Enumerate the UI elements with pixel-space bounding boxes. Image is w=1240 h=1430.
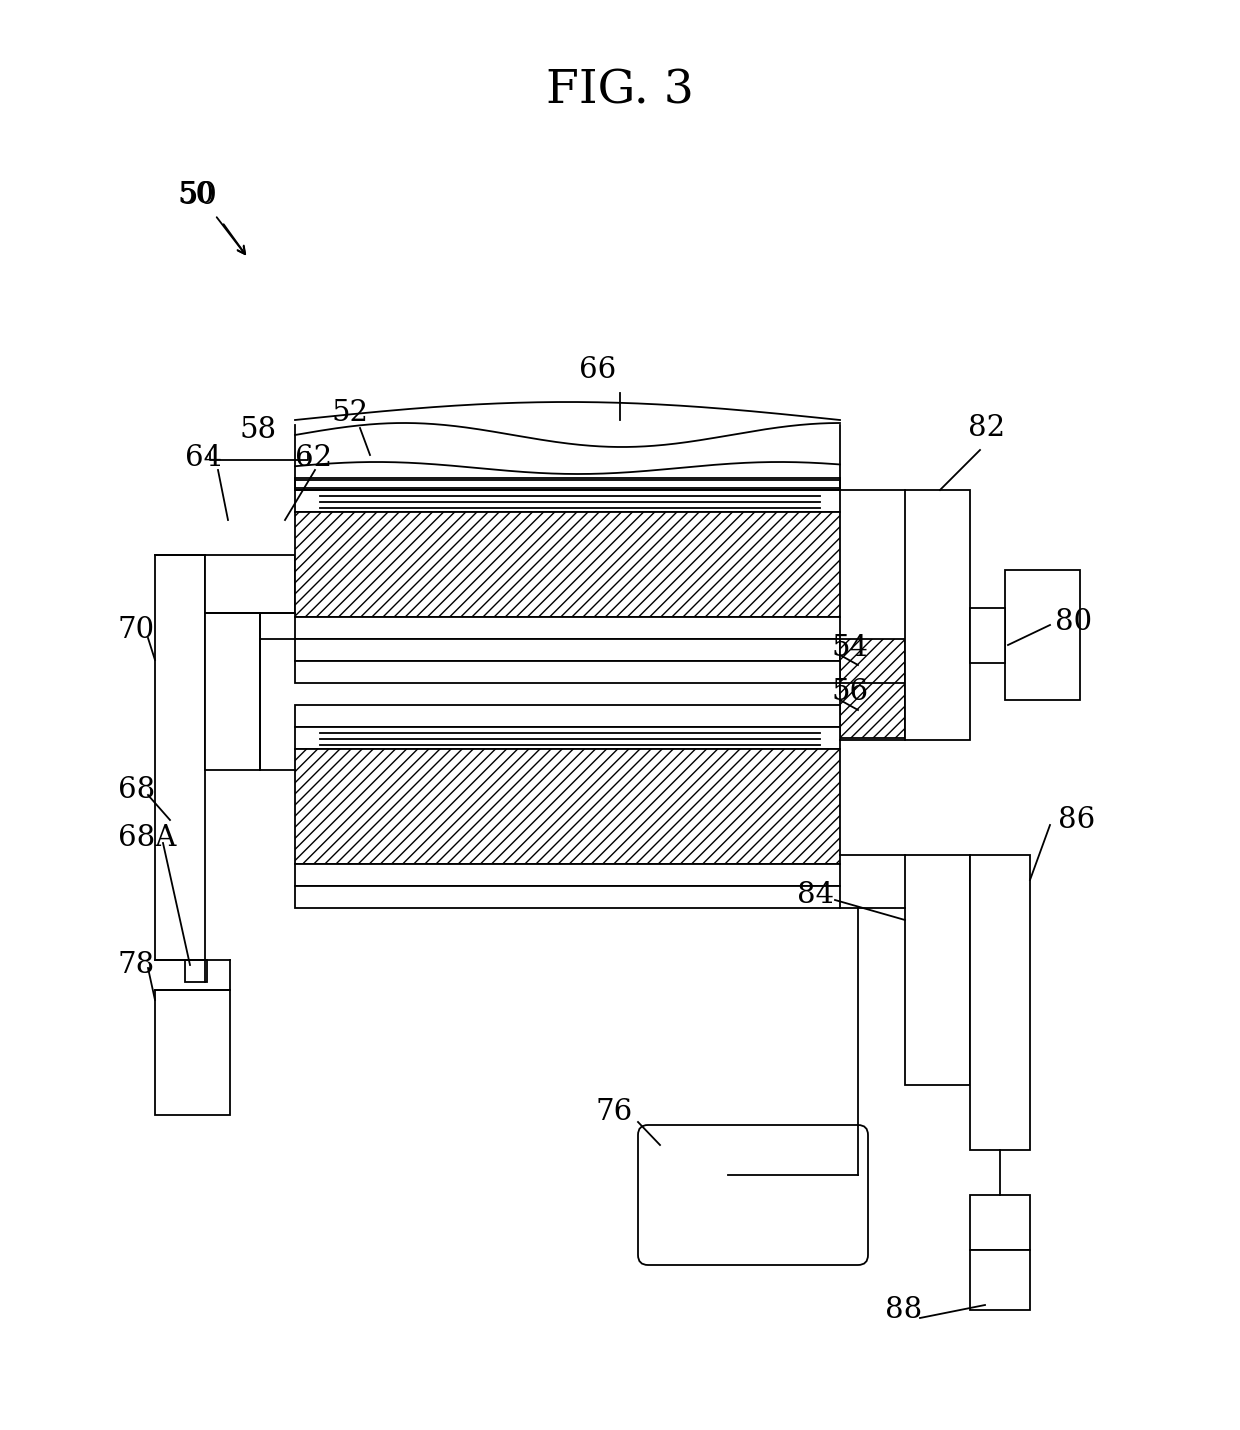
Bar bbox=[295, 488, 839, 490]
Bar bbox=[295, 726, 839, 749]
Bar bbox=[970, 855, 1030, 1150]
Text: 50: 50 bbox=[179, 182, 215, 209]
Bar bbox=[905, 855, 970, 1085]
Text: 78: 78 bbox=[118, 951, 155, 980]
Bar bbox=[295, 616, 839, 639]
Text: 82: 82 bbox=[968, 415, 1006, 442]
Bar bbox=[1004, 571, 1080, 701]
Text: 76: 76 bbox=[595, 1098, 632, 1125]
Text: 58: 58 bbox=[239, 416, 277, 443]
Text: 70: 70 bbox=[118, 616, 155, 644]
Bar bbox=[295, 512, 839, 616]
Bar bbox=[185, 960, 207, 982]
Bar bbox=[295, 490, 839, 512]
Bar bbox=[155, 990, 229, 1115]
Text: 54: 54 bbox=[832, 633, 869, 662]
Text: 88: 88 bbox=[885, 1296, 923, 1324]
Bar bbox=[295, 705, 839, 726]
Text: 50: 50 bbox=[179, 180, 217, 210]
Bar bbox=[295, 887, 839, 908]
Text: 56: 56 bbox=[832, 678, 869, 706]
Bar bbox=[295, 639, 839, 661]
Bar bbox=[905, 490, 970, 739]
Text: 86: 86 bbox=[1058, 807, 1095, 834]
Text: 84: 84 bbox=[797, 881, 835, 909]
Text: 52: 52 bbox=[332, 399, 370, 428]
Bar bbox=[205, 613, 260, 769]
Bar bbox=[155, 555, 205, 960]
Text: 66: 66 bbox=[579, 356, 616, 385]
Bar bbox=[839, 639, 905, 694]
Bar bbox=[205, 555, 295, 613]
Text: 62: 62 bbox=[295, 443, 332, 472]
Text: 68A: 68A bbox=[118, 824, 176, 852]
Bar bbox=[295, 749, 839, 864]
Bar bbox=[970, 1250, 1030, 1310]
Bar bbox=[295, 661, 839, 684]
Bar bbox=[295, 864, 839, 887]
Bar bbox=[839, 684, 905, 738]
Text: FIG. 3: FIG. 3 bbox=[546, 69, 694, 113]
Bar bbox=[970, 1195, 1030, 1250]
Bar bbox=[295, 478, 839, 480]
FancyBboxPatch shape bbox=[639, 1125, 868, 1266]
Text: 64: 64 bbox=[185, 443, 222, 472]
Text: 80: 80 bbox=[1055, 608, 1092, 636]
Bar bbox=[970, 608, 1004, 664]
Text: 68: 68 bbox=[118, 776, 155, 804]
